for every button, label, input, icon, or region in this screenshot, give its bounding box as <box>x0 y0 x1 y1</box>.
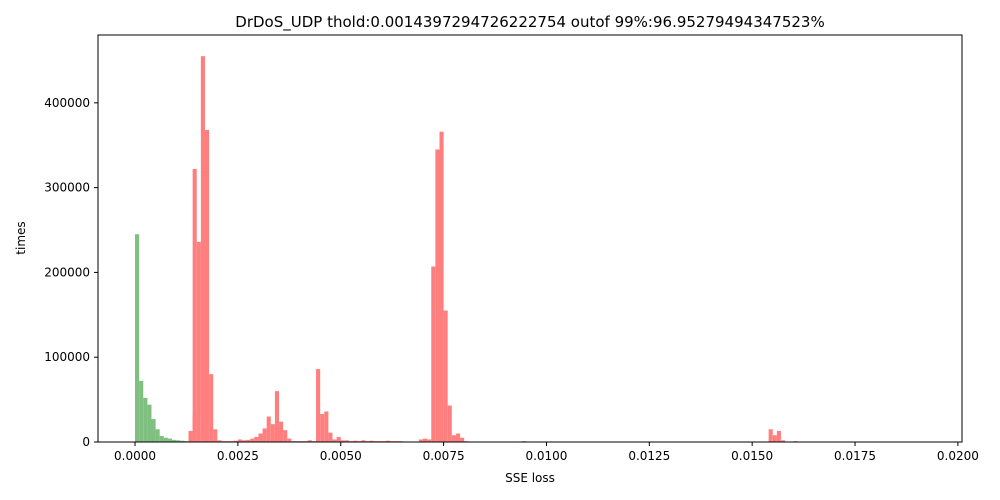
histogram-bar <box>439 131 444 442</box>
histogram-bar <box>447 405 452 442</box>
histogram-bar <box>196 241 201 442</box>
histogram-bar <box>427 439 432 442</box>
x-axis-label: SSE loss <box>505 471 555 485</box>
histogram-bar <box>340 440 345 442</box>
histogram-bar <box>772 435 777 442</box>
histogram-bar <box>431 266 436 442</box>
histogram-bar <box>172 439 177 442</box>
histogram-bar <box>266 416 271 442</box>
x-tick-label: 0.0100 <box>525 449 567 463</box>
histogram-bar <box>369 440 374 442</box>
histogram-bar <box>176 440 181 442</box>
histogram-bar <box>336 436 341 442</box>
y-tick-label: 400000 <box>44 96 90 110</box>
histogram-bar <box>246 439 251 442</box>
histogram-bar <box>328 432 333 442</box>
x-tick-label: 0.0200 <box>937 449 979 463</box>
histogram-bar <box>435 149 440 442</box>
histogram-bar <box>451 435 456 442</box>
histogram-bar <box>200 56 205 442</box>
histogram-bar <box>780 440 786 442</box>
histogram-bar <box>283 430 288 442</box>
histogram-bar <box>320 414 325 442</box>
histogram-bar <box>307 440 312 442</box>
histogram-bar <box>237 439 242 442</box>
histogram-bar <box>353 440 358 442</box>
histogram-bar <box>324 411 329 442</box>
histogram-bar <box>204 129 210 442</box>
histogram-bar <box>287 438 292 442</box>
histogram-bar <box>460 437 465 442</box>
y-tick-label: 100000 <box>44 350 90 364</box>
histogram-bar <box>423 438 428 442</box>
histogram-bar <box>159 436 164 442</box>
x-tick-label: 0.0175 <box>834 449 876 463</box>
histogram-bar <box>233 440 238 442</box>
histogram-bar <box>135 234 140 442</box>
x-tick-label: 0.0050 <box>320 449 362 463</box>
x-tick-label: 0.0075 <box>423 449 465 463</box>
histogram-bar <box>180 440 185 442</box>
histogram-bar <box>332 439 337 442</box>
histogram-bar <box>155 429 160 442</box>
histogram-bar <box>418 439 424 442</box>
histogram-bar <box>250 438 255 442</box>
histogram-bar <box>274 391 280 443</box>
histogram-bar <box>151 419 156 442</box>
histogram-bar <box>242 440 247 442</box>
histogram-bar <box>139 380 144 442</box>
histogram-bar <box>217 440 222 442</box>
y-axis-label: times <box>14 221 28 254</box>
y-tick-label: 300000 <box>44 181 90 195</box>
histogram-bar <box>279 421 284 442</box>
histogram-bar <box>209 374 214 442</box>
x-tick-label: 0.0000 <box>114 449 156 463</box>
histogram-bar <box>455 433 461 442</box>
histogram-bar <box>188 430 193 442</box>
y-axis: 0 100000 200000 300000 400000 <box>44 96 98 449</box>
y-tick-label: 200000 <box>44 265 90 279</box>
histogram-bar <box>258 433 263 442</box>
plot-frame <box>97 34 963 443</box>
histogram-bar <box>270 424 275 442</box>
histogram-bar <box>167 438 173 442</box>
x-axis: 0.0000 0.0025 0.0050 0.0075 0.0100 0.0125 0.01… <box>114 442 979 463</box>
y-tick-label: 0 <box>82 435 90 449</box>
histogram-bar <box>776 430 781 442</box>
histogram-bar <box>143 397 148 442</box>
histogram-bar <box>443 310 448 442</box>
x-tick-label: 0.0125 <box>628 449 670 463</box>
x-tick-label: 0.0025 <box>217 449 259 463</box>
histogram-bar <box>254 436 259 442</box>
bars-layer <box>135 56 798 443</box>
histogram-bar <box>213 429 218 442</box>
histogram-bar <box>192 168 197 442</box>
x-tick-label: 0.0150 <box>731 449 773 463</box>
histogram-bar <box>163 437 168 442</box>
histogram-bar <box>386 440 391 442</box>
histogram-bar <box>361 440 366 442</box>
histogram-bar <box>262 428 267 442</box>
histogram-bar <box>768 429 773 442</box>
histogram-bar <box>147 404 152 442</box>
chart-title: DrDoS_UDP thold:0.0014397294726222754 ou… <box>235 13 824 32</box>
histogram-bar <box>344 440 349 442</box>
histogram-bar <box>316 369 321 442</box>
